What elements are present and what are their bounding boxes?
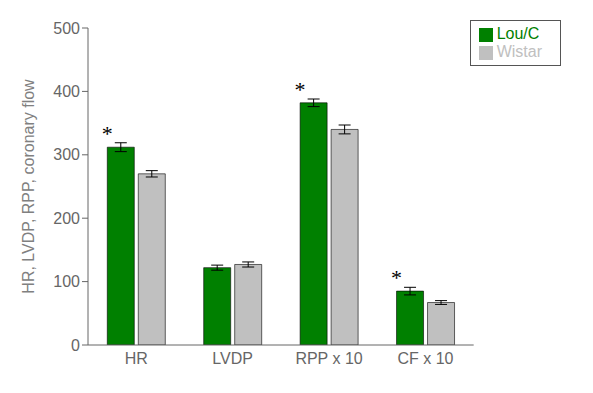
svg-text:RPP x 10: RPP x 10 <box>295 350 362 367</box>
svg-text:CF x 10: CF x 10 <box>397 350 453 367</box>
svg-text:300: 300 <box>53 146 80 163</box>
html-text:Wistar: Wistar <box>496 43 542 60</box>
svg-text:*: * <box>391 265 402 290</box>
html-text:Lou/C: Lou/C <box>496 25 540 42</box>
svg-text:*: * <box>295 77 306 102</box>
svg-text:100: 100 <box>53 273 80 290</box>
svg-text:*: * <box>102 121 113 146</box>
svg-text:0: 0 <box>71 337 80 354</box>
svg-text:HR: HR <box>125 350 148 367</box>
svg-text:400: 400 <box>53 83 80 100</box>
svg-text:200: 200 <box>53 210 80 227</box>
svg-text:HR, LVDP, RPP, coronary flow: HR, LVDP, RPP, coronary flow <box>20 79 37 294</box>
svg-text:500: 500 <box>53 20 80 37</box>
svg-text:LVDP: LVDP <box>212 350 253 367</box>
